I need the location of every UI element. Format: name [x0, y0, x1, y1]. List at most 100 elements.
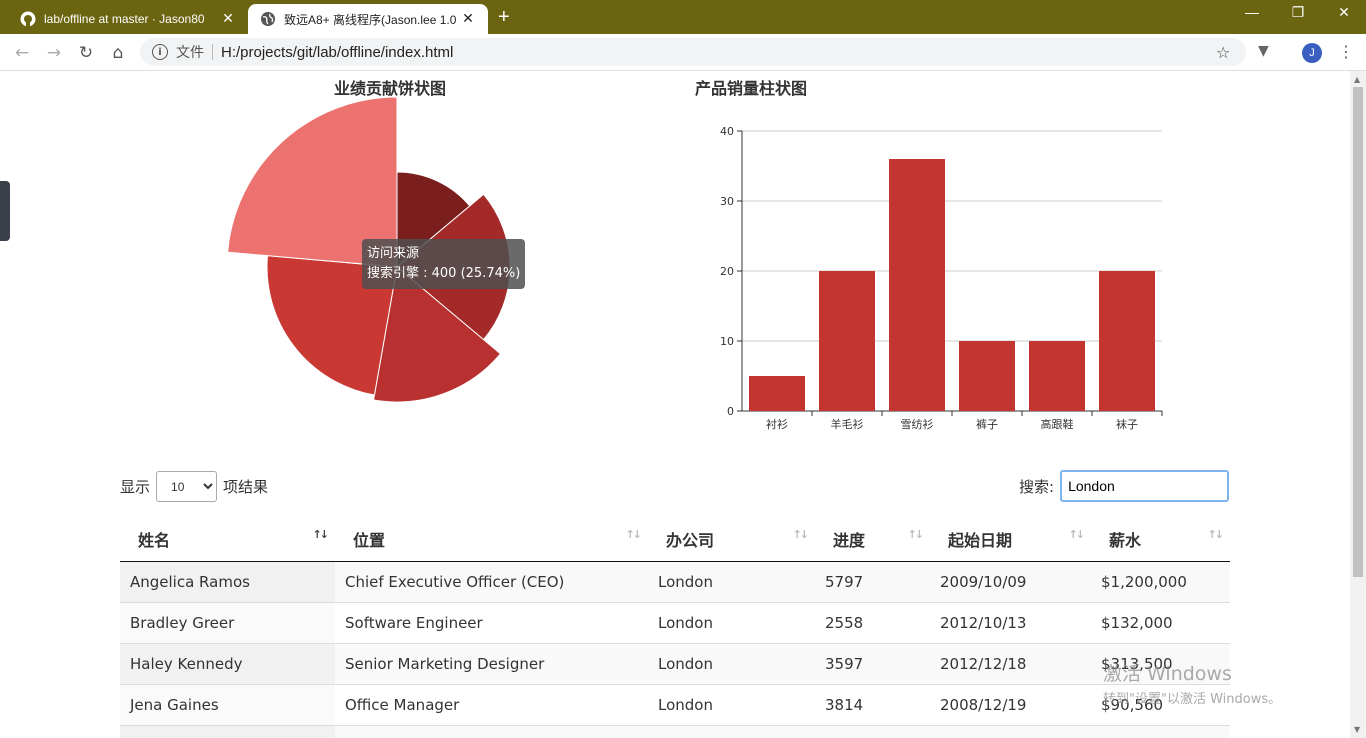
- cell-office: London: [648, 602, 815, 644]
- sort-icon: ↑↓: [1207, 528, 1225, 541]
- cell-name: Bradley Greer: [120, 602, 335, 644]
- home-button[interactable]: ⌂: [112, 43, 124, 63]
- cell-position: Office Manager: [335, 684, 648, 726]
- bar[interactable]: [819, 271, 875, 411]
- pie-chart[interactable]: [190, 95, 610, 435]
- table-row[interactable]: Jena Gaines Office Manager London 3814 2…: [120, 684, 1230, 726]
- tab-offline-app[interactable]: 致远A8+ 离线程序(Jason.lee 1.0 ✕: [248, 4, 488, 34]
- tooltip-value: 搜索引擎 : 400 (25.74%): [367, 266, 521, 281]
- cell-office: London: [648, 643, 815, 685]
- cell-start-date: 2008/12/19: [930, 684, 1091, 726]
- column-header-start-date[interactable]: 起始日期 ↑↓: [930, 518, 1091, 562]
- cell-start-date: 2012/12/18: [930, 643, 1091, 685]
- bar[interactable]: [1099, 271, 1155, 411]
- table-row[interactable]: [120, 725, 1230, 738]
- new-tab-button[interactable]: +: [498, 6, 510, 28]
- cell-start-date: 2012/10/13: [930, 602, 1091, 644]
- browser-toolbar: ← → ↻ ⌂ i 文件 H:/projects/git/lab/offline…: [0, 34, 1366, 71]
- x-tick-label: 衬衫: [766, 418, 788, 431]
- info-icon[interactable]: i: [152, 44, 168, 60]
- window-close-button[interactable]: ✕: [1338, 4, 1350, 20]
- x-tick-label: 羊毛衫: [831, 417, 864, 431]
- cell-salary: $90,560: [1091, 684, 1230, 726]
- watermark-line1: 激活 Windows: [1103, 663, 1232, 685]
- x-tick-label: 裤子: [976, 417, 998, 431]
- cell-salary: $313,500: [1091, 643, 1230, 685]
- column-header-progress[interactable]: 进度 ↑↓: [815, 518, 930, 562]
- cell-salary: [1091, 725, 1230, 738]
- cell-start-date: 2009/10/09: [930, 561, 1091, 603]
- cell-salary: $1,200,000: [1091, 561, 1230, 603]
- x-tick-label: 雪纺衫: [901, 417, 934, 431]
- pie-chart-title: 业绩贡献饼状图: [334, 79, 447, 98]
- y-tick-label: 30: [720, 195, 734, 208]
- url-text[interactable]: H:/projects/git/lab/offline/index.html: [221, 43, 454, 61]
- cell-progress: [815, 725, 930, 738]
- close-icon[interactable]: ✕: [462, 11, 474, 27]
- table-row[interactable]: Haley Kennedy Senior Marketing Designer …: [120, 643, 1230, 685]
- restore-button[interactable]: ❐: [1291, 4, 1305, 20]
- chart-tooltip: 访问来源 搜索引擎 : 400 (25.74%): [362, 239, 526, 289]
- watermark-line2: 转到"设置"以激活 Windows。: [1103, 692, 1282, 707]
- x-tick-label: 高跟鞋: [1041, 417, 1074, 431]
- page-content: 业绩贡献饼状图 访问来源 搜索引擎 : 400 (25.74%) 产品销量柱状图…: [0, 71, 1350, 738]
- table-search-control: 搜索:: [1019, 470, 1230, 502]
- table-row[interactable]: Angelica Ramos Chief Executive Officer (…: [120, 561, 1230, 603]
- scheme-label: 文件: [176, 45, 204, 61]
- minimize-button[interactable]: —: [1245, 4, 1259, 20]
- tab-github[interactable]: lab/offline at master · Jason80 ✕: [8, 4, 248, 34]
- page-length-select[interactable]: 10: [156, 471, 218, 502]
- cell-progress: 3814: [815, 684, 930, 726]
- bar[interactable]: [889, 159, 945, 411]
- bar[interactable]: [1029, 341, 1085, 411]
- scroll-up-icon[interactable]: ▲: [1354, 75, 1361, 84]
- tooltip-title: 访问来源: [367, 246, 420, 261]
- cell-position: [335, 725, 648, 738]
- cell-name: Angelica Ramos: [120, 561, 335, 603]
- close-icon[interactable]: ✕: [222, 11, 234, 27]
- sort-asc-icon: ↑↓: [312, 528, 330, 541]
- bar[interactable]: [959, 341, 1015, 411]
- pie-slice[interactable]: [372, 266, 502, 403]
- cell-office: [648, 725, 815, 738]
- reload-button[interactable]: ↻: [78, 43, 94, 63]
- cell-progress: 3597: [815, 643, 930, 685]
- back-button[interactable]: ←: [14, 43, 30, 63]
- sort-icon: ↑↓: [792, 528, 810, 541]
- profile-avatar[interactable]: J: [1302, 43, 1322, 63]
- scrollbar-thumb[interactable]: [1353, 87, 1363, 577]
- table-row[interactable]: Bradley Greer Software Engineer London 2…: [120, 602, 1230, 644]
- bar-chart: 0 10 20 30 40 衬衫 羊毛衫 雪纺衫 裤子 高跟鞋 袜子: [720, 125, 1163, 431]
- github-icon: [20, 11, 36, 27]
- tab-title: 致远A8+ 离线程序(Jason.lee 1.0: [284, 12, 457, 27]
- x-tick-label: 袜子: [1116, 417, 1138, 431]
- address-bar[interactable]: i 文件 H:/projects/git/lab/offline/index.h…: [140, 38, 1246, 66]
- cell-salary: $132,000: [1091, 602, 1230, 644]
- y-tick-label: 40: [720, 125, 734, 138]
- globe-icon: [260, 11, 276, 27]
- column-header-salary[interactable]: 薪水 ↑↓: [1091, 518, 1230, 562]
- column-header-office[interactable]: 办公司 ↑↓: [648, 518, 815, 562]
- side-panel-handle[interactable]: [0, 181, 10, 241]
- sort-icon: ↑↓: [907, 528, 925, 541]
- cell-position: Senior Marketing Designer: [335, 643, 648, 685]
- pie-slice[interactable]: [266, 255, 398, 396]
- divider: [212, 44, 213, 60]
- employee-table: 姓名 ↑↓ 位置 ↑↓ 办公司 ↑↓ 进度 ↑↓ 起始日期 ↑↓ 薪水 ↑↓ Angelic…: [120, 518, 1230, 738]
- column-header-position[interactable]: 位置 ↑↓: [335, 518, 648, 562]
- search-input[interactable]: [1060, 470, 1230, 502]
- column-header-name[interactable]: 姓名 ↑↓: [120, 518, 335, 562]
- page-scrollbar[interactable]: ▲ ▼: [1350, 71, 1366, 738]
- pie-slice[interactable]: [227, 96, 398, 268]
- bar[interactable]: [749, 376, 805, 411]
- scroll-down-icon[interactable]: ▼: [1354, 725, 1361, 734]
- sort-icon: ↑↓: [1068, 528, 1086, 541]
- y-tick-label: 0: [727, 405, 734, 418]
- extension-icon[interactable]: ▼: [1258, 43, 1269, 59]
- bar-chart-title: 产品销量柱状图: [695, 79, 808, 98]
- sort-icon: ↑↓: [625, 528, 643, 541]
- cell-name: Jena Gaines: [120, 684, 335, 726]
- forward-button[interactable]: →: [46, 43, 62, 63]
- menu-dots-icon[interactable]: ⋮: [1338, 42, 1354, 61]
- bookmark-star-icon[interactable]: ☆: [1216, 43, 1231, 62]
